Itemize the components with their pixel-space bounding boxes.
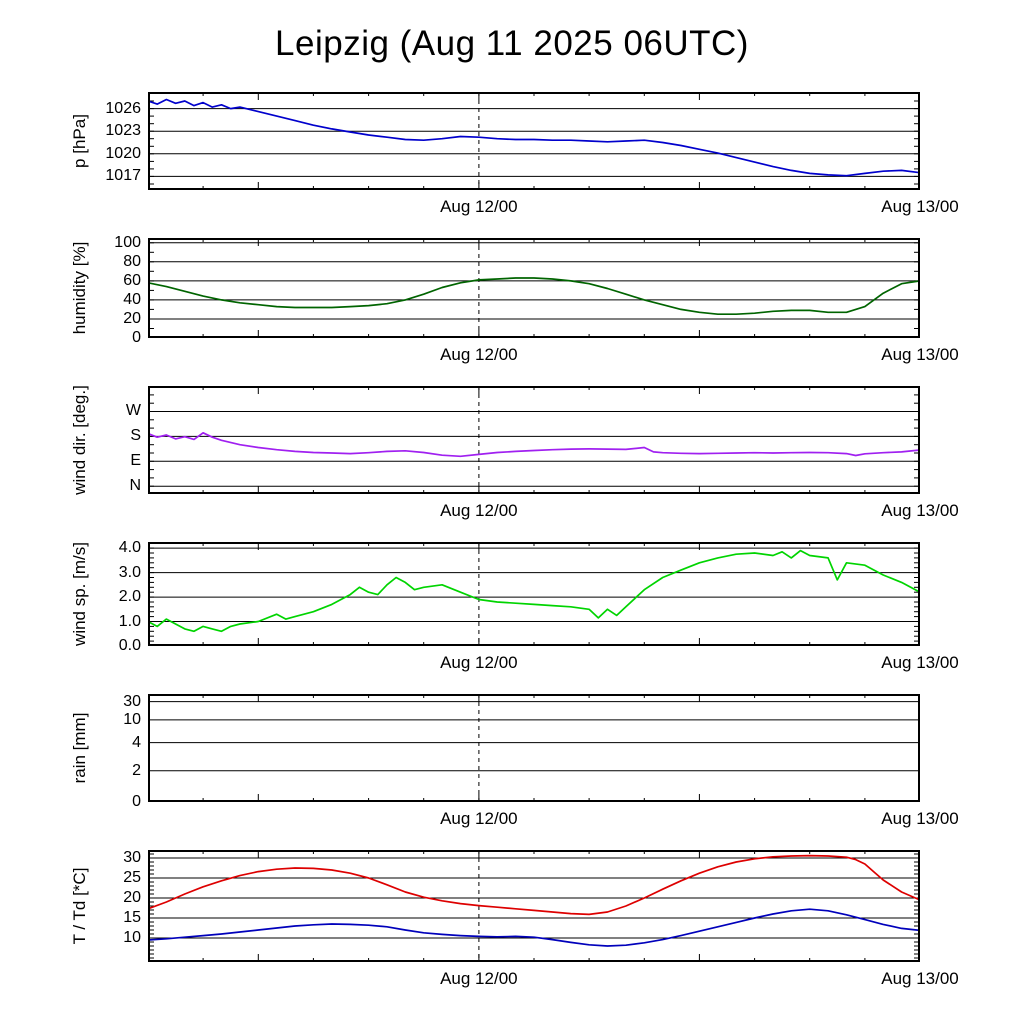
x-tick-label: Aug 13/00	[881, 809, 959, 828]
x-tick-label: Aug 13/00	[881, 501, 959, 520]
y-tick-label: 1.0	[118, 612, 141, 630]
y-tick-label: 1017	[105, 167, 141, 185]
y-tick-labels-temperature: 10 15 20 25 30	[0, 849, 141, 962]
y-tick-label: 0	[132, 329, 141, 346]
x-tick-labels-pressure: Aug 12/00 Aug 13/00	[148, 92, 959, 238]
x-tick-label: Aug 13/00	[881, 197, 959, 216]
x-tick-label: Aug 12/00	[440, 345, 518, 364]
wind-speed-plot	[148, 542, 920, 646]
x-tick-labels-rain: Aug 12/00 Aug 13/00	[148, 694, 959, 850]
y-tick-label: 30	[123, 692, 141, 710]
y-tick-label: 3.0	[118, 563, 141, 581]
y-tick-label: 2.0	[118, 588, 141, 606]
panel-temperature: T / Td [*C] 10 15 20 25 30 Aug 12/00 Aug 13/0…	[0, 849, 1024, 1010]
panel-wind-speed: wind sp. [m/s] 0.0 1.0 2.0 3.0 4.0 Aug 12/00…	[0, 539, 1024, 694]
chart-title: Leipzig (Aug 11 2025 06UTC)	[275, 24, 749, 63]
x-tick-label: Aug 13/00	[881, 969, 959, 988]
y-tick-label: 0.0	[118, 637, 141, 654]
x-tick-label: Aug 13/00	[881, 653, 959, 672]
y-tick-labels-humidity: 0 20 40 60 80 100	[0, 234, 141, 346]
temperature-plot	[148, 850, 920, 962]
y-tick-label: 15	[123, 909, 141, 926]
y-tick-label: 0	[132, 793, 141, 810]
humidity-plot	[148, 238, 920, 338]
y-tick-label: 60	[123, 271, 141, 289]
y-tick-label: 4.0	[118, 539, 141, 557]
y-tick-labels-wind-speed: 0.0 1.0 2.0 3.0 4.0	[0, 539, 141, 654]
y-tick-label: 30	[123, 849, 141, 866]
wind-direction-plot	[148, 386, 920, 494]
x-tick-label: Aug 12/00	[440, 197, 518, 216]
x-tick-labels-temperature: Aug 12/00 Aug 13/00	[148, 850, 959, 1010]
y-tick-label: 10	[123, 710, 141, 728]
rain-plot	[148, 694, 920, 802]
y-tick-labels-pressure: 1017 1020 1023 1026	[0, 92, 141, 190]
pressure-plot	[148, 92, 920, 190]
y-tick-labels-rain: 0 2 4 10 30	[0, 692, 141, 810]
x-tick-label: Aug 12/00	[440, 653, 518, 672]
y-tick-label: 100	[114, 233, 141, 251]
panel-pressure: p [hPa] 1017 1020 1023 1026 Aug 12/00 Aug 13…	[0, 92, 1024, 238]
y-tick-label: N	[129, 477, 141, 495]
x-tick-labels-wind-speed: Aug 12/00 Aug 13/00	[148, 542, 959, 694]
y-tick-label: 20	[123, 889, 141, 906]
x-tick-labels-wind-direction: Aug 12/00 Aug 13/00	[148, 386, 959, 542]
panel-rain: rain [mm] 0 2 4 10 30 Aug 12/00 Aug 13/00	[0, 692, 1024, 850]
y-tick-label: 20	[123, 309, 141, 327]
x-tick-label: Aug 12/00	[440, 501, 518, 520]
y-tick-label: 2	[132, 761, 141, 779]
y-tick-label: W	[125, 402, 141, 420]
x-tick-label: Aug 12/00	[440, 969, 518, 988]
y-tick-label: 1020	[105, 144, 141, 162]
x-tick-label: Aug 12/00	[440, 809, 518, 828]
x-tick-label: Aug 13/00	[881, 345, 959, 364]
y-tick-label: 25	[123, 869, 141, 886]
x-tick-labels-humidity: Aug 12/00 Aug 13/00	[148, 238, 959, 386]
y-tick-label: 10	[123, 929, 141, 946]
panel-humidity: humidity [%] 0 20 40 60 80 100 Aug 12/00 Aug 1…	[0, 234, 1024, 386]
y-tick-label: 1023	[105, 122, 141, 140]
y-tick-label: S	[130, 427, 141, 445]
y-tick-label: 4	[132, 733, 141, 751]
y-tick-label: 80	[123, 252, 141, 270]
y-tick-label: 40	[123, 290, 141, 308]
y-tick-label: E	[130, 452, 141, 470]
y-tick-label: 1026	[105, 99, 141, 117]
